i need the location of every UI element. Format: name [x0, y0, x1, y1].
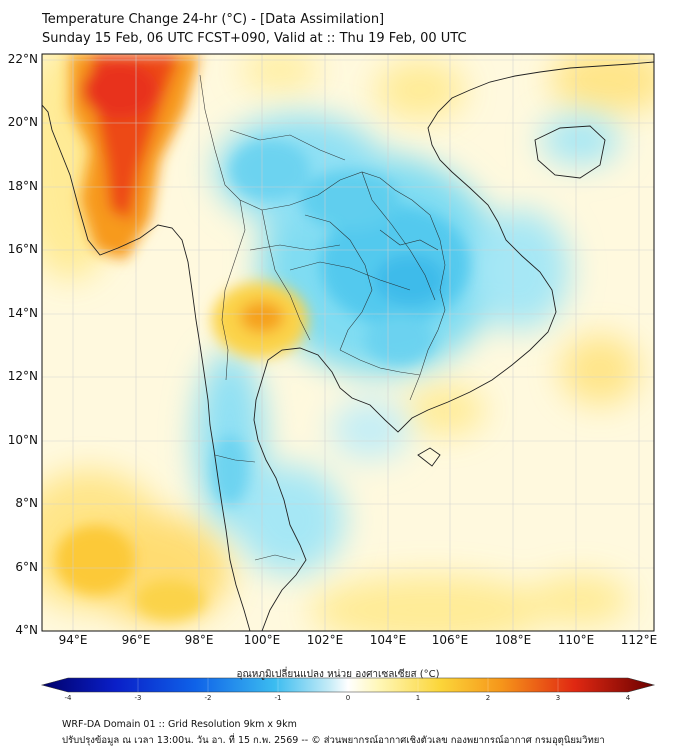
plot-frame [41, 53, 655, 632]
temperature-field [42, 54, 654, 631]
lat-label: 10°N [7, 433, 38, 447]
title-line-2: Sunday 15 Feb, 06 UTC FCST+090, Valid at… [42, 31, 467, 46]
colorbar-tick: -2 [204, 694, 212, 702]
lat-label: 18°N [7, 179, 38, 193]
lon-label: 94°E [58, 633, 88, 647]
colorbar-tick: 2 [485, 694, 491, 702]
colorbar [40, 677, 656, 693]
lon-label: 108°E [494, 633, 532, 647]
lon-label: 102°E [306, 633, 344, 647]
lon-label: 112°E [620, 633, 658, 647]
lat-label: 14°N [7, 306, 38, 320]
lat-label: 4°N [15, 623, 38, 637]
colorbar-tick: -4 [64, 694, 72, 702]
footer-credit: ปรับปรุงข้อมูล ณ เวลา 13:00น. วัน อา. ที… [62, 735, 605, 746]
lat-label: 6°N [15, 560, 38, 574]
coastlines [42, 61, 654, 631]
title-line-1: Temperature Change 24-hr (°C) - [Data As… [42, 12, 385, 27]
lat-label: 22°N [7, 52, 38, 66]
colorbar-tick: 1 [415, 694, 421, 702]
colorbar-tick: 0 [345, 694, 351, 702]
footer-domain-info: WRF-DA Domain 01 :: Grid Resolution 9km … [62, 719, 297, 730]
borders [199, 74, 446, 561]
colorbar-tick: -3 [134, 694, 142, 702]
lon-label: 104°E [369, 633, 407, 647]
lon-label: 106°E [431, 633, 469, 647]
colorbar-label: อุณหภูมิเปลี่ยนแปลง หน่วย องศาเซลเซียส (… [236, 669, 440, 680]
colorbar-tick: 3 [555, 694, 561, 702]
lon-label: 96°E [121, 633, 151, 647]
colorbar-tick: 4 [625, 694, 631, 702]
lon-label: 98°E [184, 633, 214, 647]
lon-label: 110°E [557, 633, 595, 647]
lat-label: 16°N [7, 242, 38, 256]
colorbar-tick: -1 [274, 694, 282, 702]
lat-label: 8°N [15, 496, 38, 510]
lat-label: 20°N [7, 115, 38, 129]
lon-label: 100°E [243, 633, 281, 647]
gridlines [42, 54, 654, 631]
lat-label: 12°N [7, 369, 38, 383]
